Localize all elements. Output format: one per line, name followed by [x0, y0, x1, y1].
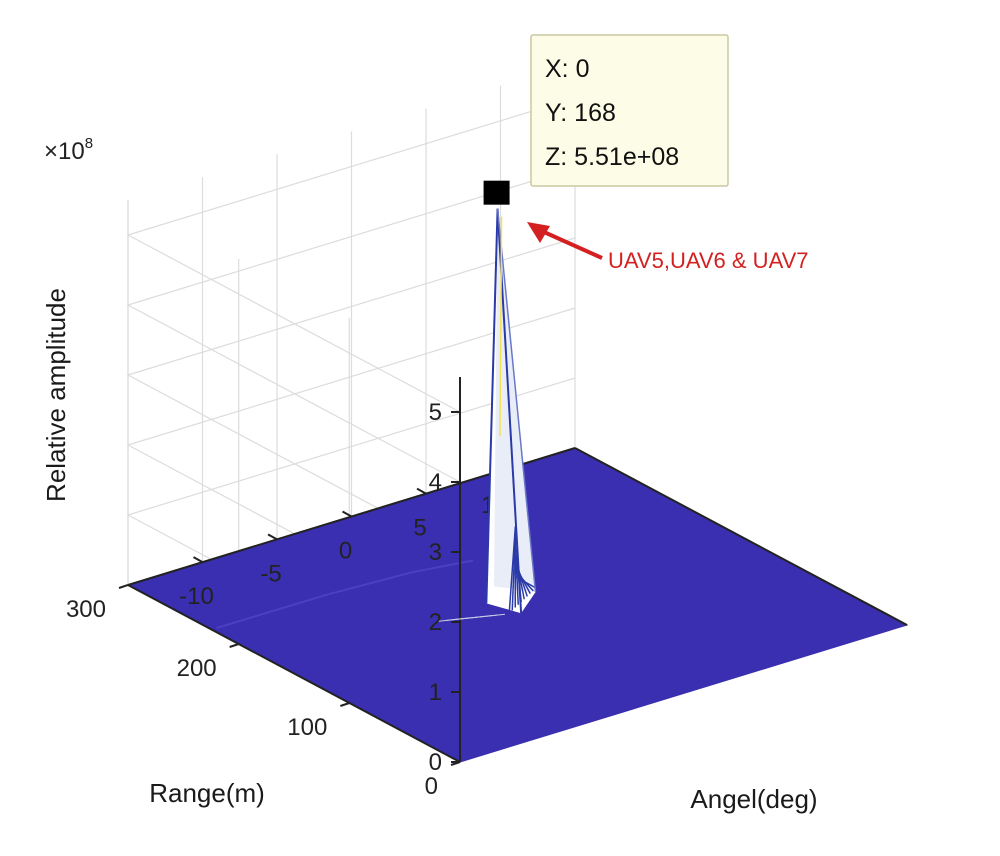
peak-highlight [499, 216, 503, 437]
z-tick-label: 3 [429, 539, 442, 566]
annotation-arrow [534, 226, 603, 260]
x-tick-mark [416, 487, 427, 495]
annotation-text: UAV5,UAV6 & UAV7 [608, 248, 809, 273]
y-tick-mark [118, 584, 129, 589]
peak-marker [483, 180, 510, 205]
x-tick-label: -5 [260, 560, 281, 587]
peak-edge [485, 208, 499, 604]
y-tick-label: 0 [425, 773, 438, 800]
x-tick-label: -10 [179, 583, 214, 610]
y-tick-label: 200 [177, 655, 217, 682]
surface-ripple [216, 559, 474, 629]
z-axis-label: Relative amplitude [41, 288, 71, 502]
x-tick-label: 5 [413, 515, 426, 542]
x-tick-label: 0 [339, 538, 352, 565]
z-tick-label: 5 [429, 399, 442, 426]
peak-spike-back [494, 208, 536, 593]
y-tick-mark [340, 702, 350, 707]
y-axis-line [127, 584, 461, 763]
z-tick-label: 2 [429, 609, 442, 636]
x-tick-mark [193, 556, 203, 564]
z-tick-label: 0 [429, 749, 442, 776]
datatip: X: 0 Y: 168 Z: 5.51e+08 [530, 34, 729, 187]
datatip-box [530, 34, 729, 187]
z-tick-label: 1 [429, 679, 442, 706]
x-tick-mark [267, 533, 278, 541]
datatip-z: Z: 5.51e+08 [545, 143, 679, 171]
x-axis-end-line [574, 447, 908, 626]
y-tick-mark [450, 761, 461, 766]
y-tick-label: 100 [287, 714, 327, 741]
y-tick-mark [229, 643, 239, 648]
x-tick-mark [342, 510, 352, 518]
x-axis-label: Angel(deg) [690, 784, 817, 814]
peak-sidelobe-line [438, 618, 457, 622]
y-axis-label: Range(m) [149, 778, 265, 808]
peak-edge [496, 208, 537, 593]
annotation: UAV5,UAV6 & UAV7 [527, 222, 809, 273]
datatip-y: Y: 168 [545, 99, 616, 127]
z-exponent-label: ×108 [44, 135, 93, 165]
peak-layer [438, 180, 537, 622]
y-tick-label: 300 [66, 596, 106, 623]
annotation-arrowhead [527, 222, 550, 243]
datatip-x: X: 0 [545, 55, 589, 83]
